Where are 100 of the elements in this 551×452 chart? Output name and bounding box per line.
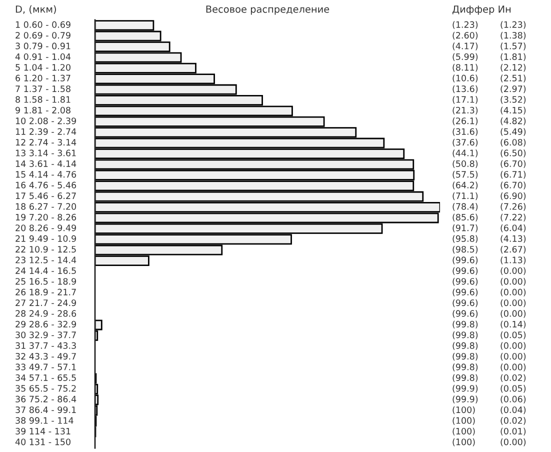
y-tick-label: 19 7.20 - 8.26 [16,214,76,220]
y-tick-label: 25 16.5 - 18.9 [16,278,76,285]
text: (99.6) [452,288,478,296]
text: (95.8) [452,235,478,243]
data-label: (0.00) [500,299,526,308]
data-label: (0.00) [500,288,526,296]
y-tick-label: 40 131 - 150 [15,438,70,446]
text: (1.23) [452,21,478,29]
y-tick-label: 1 0.60 - 0.69 [16,21,70,28]
y-tick-label: 3 0.79 - 0.91 [16,42,70,50]
data-label: (2.67) [500,246,526,254]
text: (2.60) [452,32,478,40]
y-tick-label: 37 86.4 - 99.1 [16,406,76,414]
data-label: (1.13) [500,256,526,264]
text: (100) [452,417,475,425]
y-tick-label: 21 9.49 - 10.9 [16,235,76,242]
data-label: (0.05) [500,384,526,393]
text: (26.1) [452,117,478,126]
text: (100) [452,438,475,446]
data-label: (0.00) [500,342,526,350]
text: (31.6) [452,128,478,136]
y-tick-label: 31 37.7 - 43.3 [16,342,76,349]
data-label: (4.13) [500,235,526,243]
text: (99.8) [452,342,478,350]
text: (99.8) [452,352,478,361]
y-tick-label: 36 75.2 - 86.4 [16,396,76,402]
text: (99.8) [452,331,478,340]
text: (91.7) [452,224,478,232]
text: (98.5) [452,246,478,254]
text: (37.6) [452,138,478,147]
text: (100) [452,406,475,414]
text: Диффер Ин [452,6,511,15]
data-label: (3.52) [500,96,526,104]
data-label: (7.26) [500,203,526,211]
y-tick-label: 8 1.58 - 1.81 [16,96,70,103]
data-label: (6.70) [500,160,526,168]
data-label: (0.05) [500,331,526,340]
data-label: (5.49) [500,128,526,136]
y-tick-label: 12 2.74 - 3.14 [16,138,76,146]
data-label: (1.81) [500,53,526,62]
data-label: (6.50) [500,150,526,158]
text: (21.3) [452,106,478,115]
y-tick-label: 32 43.3 - 49.7 [16,352,76,360]
data-label: (0.02) [500,417,526,425]
y-tick-label: 26 18.9 - 21.7 [16,288,76,296]
data-label: (1.57) [500,42,526,50]
text: (100) [452,428,475,436]
data-label: (0.02) [500,374,526,382]
data-label: (0.00) [500,278,526,286]
text: (50.8) [452,160,478,168]
data-label: (6.04) [500,224,526,232]
y-tick-label: 7 1.37 - 1.58 [16,85,70,92]
data-label: (0.14) [500,320,526,329]
y-tick-label: 14 3.61 - 4.14 [16,160,76,167]
text: (8.11) [452,64,478,72]
y-tick-label: 4 0.91 - 1.04 [15,53,71,60]
y-tick-label: 34 57.1 - 65.5 [16,374,76,381]
data-label: (7.22) [500,214,526,222]
data-label: (2.51) [500,74,526,82]
y-tick-label: 38 99.1 - 114 [16,417,74,424]
text: (57.5) [452,170,478,179]
text: (99.6) [452,299,478,308]
y-axis-title: D, (мкм) [16,5,56,14]
text: (13.6) [452,85,478,94]
y-tick-label: 15 4.14 - 4.76 [16,171,76,178]
y-tick-label: 27 21.7 - 24.9 [16,299,76,306]
chart-title: Весовое распределение [206,6,330,15]
y-tick-label: 13 3.14 - 3.61 [16,150,76,156]
y-tick-label: 28 24.9 - 28.6 [16,310,76,317]
y-tick-label: 22 10.9 - 12.5 [16,246,76,253]
y-tick-label: 5 1.04 - 1.20 [16,64,70,71]
text: (71.1) [452,192,478,200]
text: (99.8) [452,374,478,382]
data-label: (2.12) [500,64,526,72]
y-tick-label: 10 2.08 - 2.39 [16,118,76,124]
data-label: (0.00) [500,352,526,361]
data-label: (0.00) [500,310,526,318]
y-tick-label: 16 4.76 - 5.46 [16,182,76,188]
data-label: (0.00) [500,438,526,446]
text: (99.6) [452,278,478,286]
text: (99.8) [452,364,478,372]
data-label: (1.23) [500,21,526,29]
y-tick-label: 24 14.4 - 16.5 [16,267,76,274]
data-label: (1.38) [500,32,526,40]
data-label: (4.82) [500,117,526,126]
y-tick-label: 29 28.6 - 32.9 [16,320,76,328]
text: (99.6) [452,256,478,264]
data-label: (6.70) [500,182,526,190]
y-tick-label: 18 6.27 - 7.20 [16,203,76,210]
y-tick-label: 20 8.26 - 9.49 [16,224,76,232]
data-label: (2.97) [500,85,526,94]
text: (99.9) [452,384,478,393]
y-tick-label: 9 1.81 - 2.08 [16,106,70,114]
data-label: (6.71) [500,170,526,179]
y-tick-label: 23 12.5 - 14.4 [16,256,76,264]
y-tick-label: 2 0.69 - 0.79 [16,32,70,39]
text: (4.17) [452,42,478,50]
data-label: (6.90) [500,192,526,200]
data-label: (6.08) [500,138,526,147]
text: (10.6) [452,74,478,82]
